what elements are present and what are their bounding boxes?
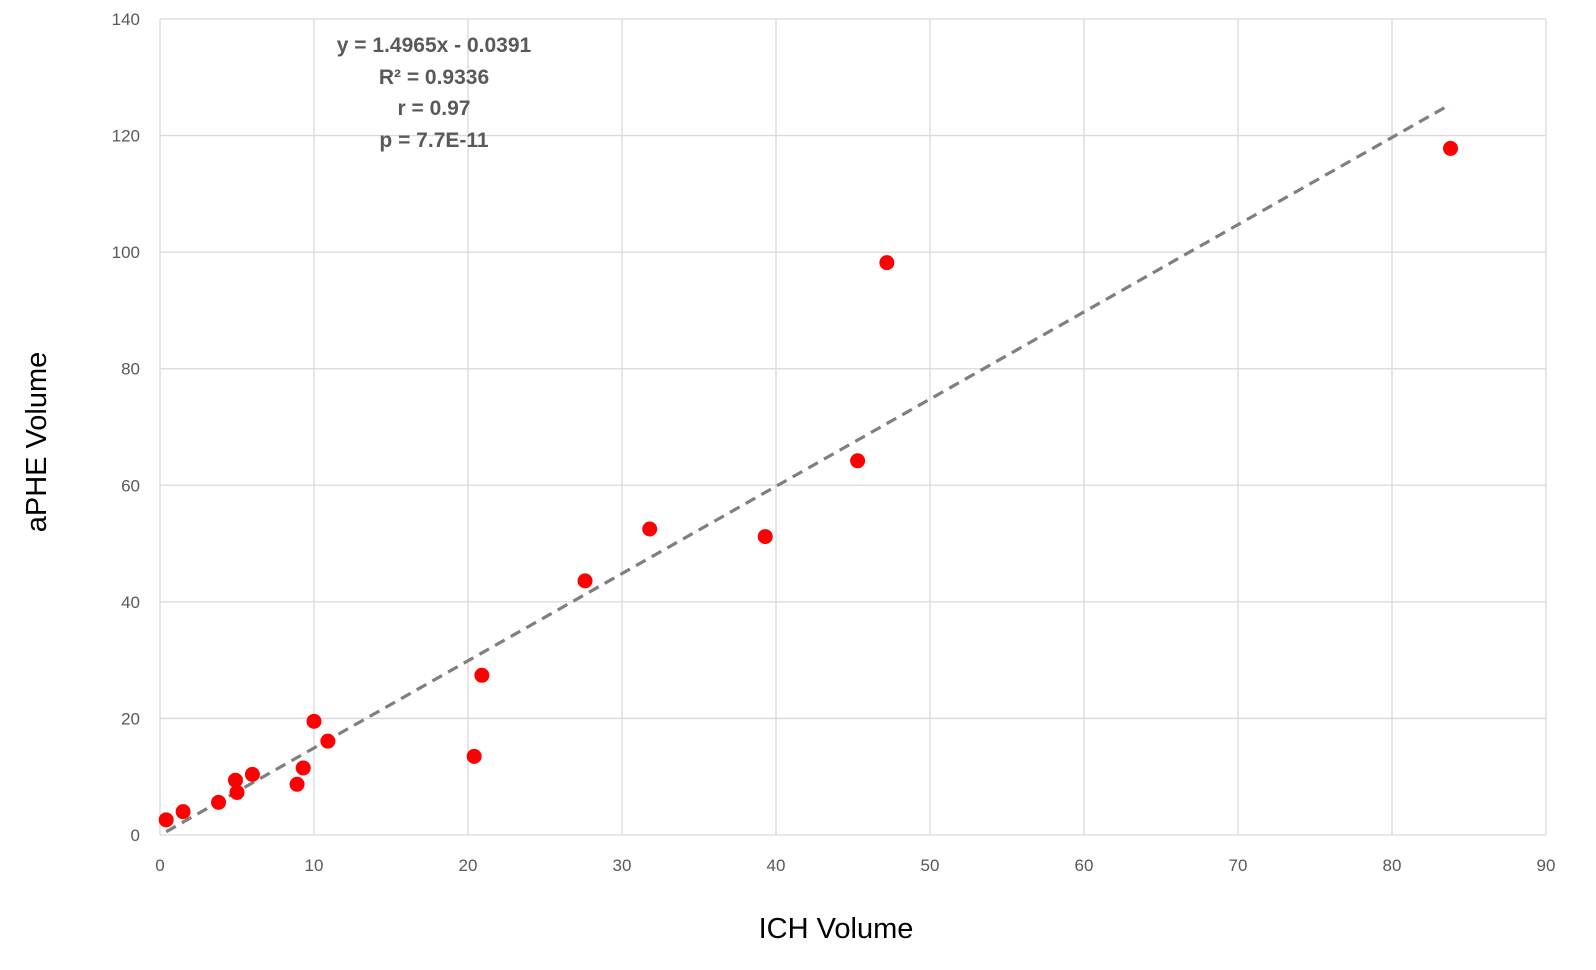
y-tick-label: 80 bbox=[121, 360, 140, 379]
x-tick-label: 60 bbox=[1075, 856, 1094, 875]
data-points bbox=[158, 140, 1459, 828]
x-tick-label: 80 bbox=[1383, 856, 1402, 875]
data-point bbox=[295, 760, 311, 776]
y-tick-label: 120 bbox=[112, 127, 140, 146]
data-point bbox=[1443, 140, 1459, 156]
annotation-equation: y = 1.4965x - 0.0391 bbox=[337, 34, 532, 57]
x-tick-label: 50 bbox=[921, 856, 940, 875]
y-tick-label: 20 bbox=[121, 709, 140, 728]
x-tick-label: 30 bbox=[613, 856, 632, 875]
annotation-r: r = 0.97 bbox=[398, 97, 471, 120]
x-axis-title: ICH Volume bbox=[759, 913, 914, 945]
y-tick-label: 0 bbox=[131, 826, 140, 845]
x-tick-label: 40 bbox=[767, 856, 786, 875]
data-point bbox=[289, 776, 305, 792]
y-tick-label: 140 bbox=[112, 10, 140, 29]
data-point bbox=[227, 772, 243, 788]
data-point bbox=[466, 748, 482, 764]
tick-labels: 0 10 20 30 40 50 60 70 80 90 0 20 40 60 80 100 120 140 bbox=[112, 10, 1556, 875]
y-tick-label: 60 bbox=[121, 476, 140, 495]
data-point bbox=[158, 812, 174, 828]
y-tick-label: 100 bbox=[112, 243, 140, 262]
data-point bbox=[757, 529, 773, 545]
x-tick-label: 20 bbox=[459, 856, 478, 875]
x-tick-label: 10 bbox=[305, 856, 324, 875]
grid bbox=[159, 18, 1547, 836]
data-point bbox=[642, 521, 658, 537]
trendline-path bbox=[165, 102, 1452, 834]
x-tick-label: 70 bbox=[1229, 856, 1248, 875]
data-point bbox=[474, 667, 490, 683]
annotation-r-squared: R² = 0.9336 bbox=[379, 66, 489, 89]
data-point bbox=[320, 733, 336, 749]
data-point bbox=[229, 784, 245, 800]
data-point bbox=[211, 794, 227, 810]
data-point bbox=[850, 453, 866, 469]
data-point bbox=[577, 573, 593, 589]
data-point bbox=[306, 713, 322, 729]
trendline bbox=[165, 102, 1452, 834]
y-tick-label: 40 bbox=[121, 593, 140, 612]
y-axis-title: aPHE Volume bbox=[21, 352, 53, 533]
annotation-p-value: p = 7.7E-11 bbox=[379, 129, 488, 152]
data-point bbox=[244, 766, 260, 782]
data-point bbox=[879, 255, 895, 271]
data-point bbox=[175, 804, 191, 820]
x-tick-label: 90 bbox=[1537, 856, 1556, 875]
regression-annotation: y = 1.4965x - 0.0391 R² = 0.9336 r = 0.9… bbox=[337, 34, 532, 152]
x-tick-label: 0 bbox=[155, 856, 164, 875]
